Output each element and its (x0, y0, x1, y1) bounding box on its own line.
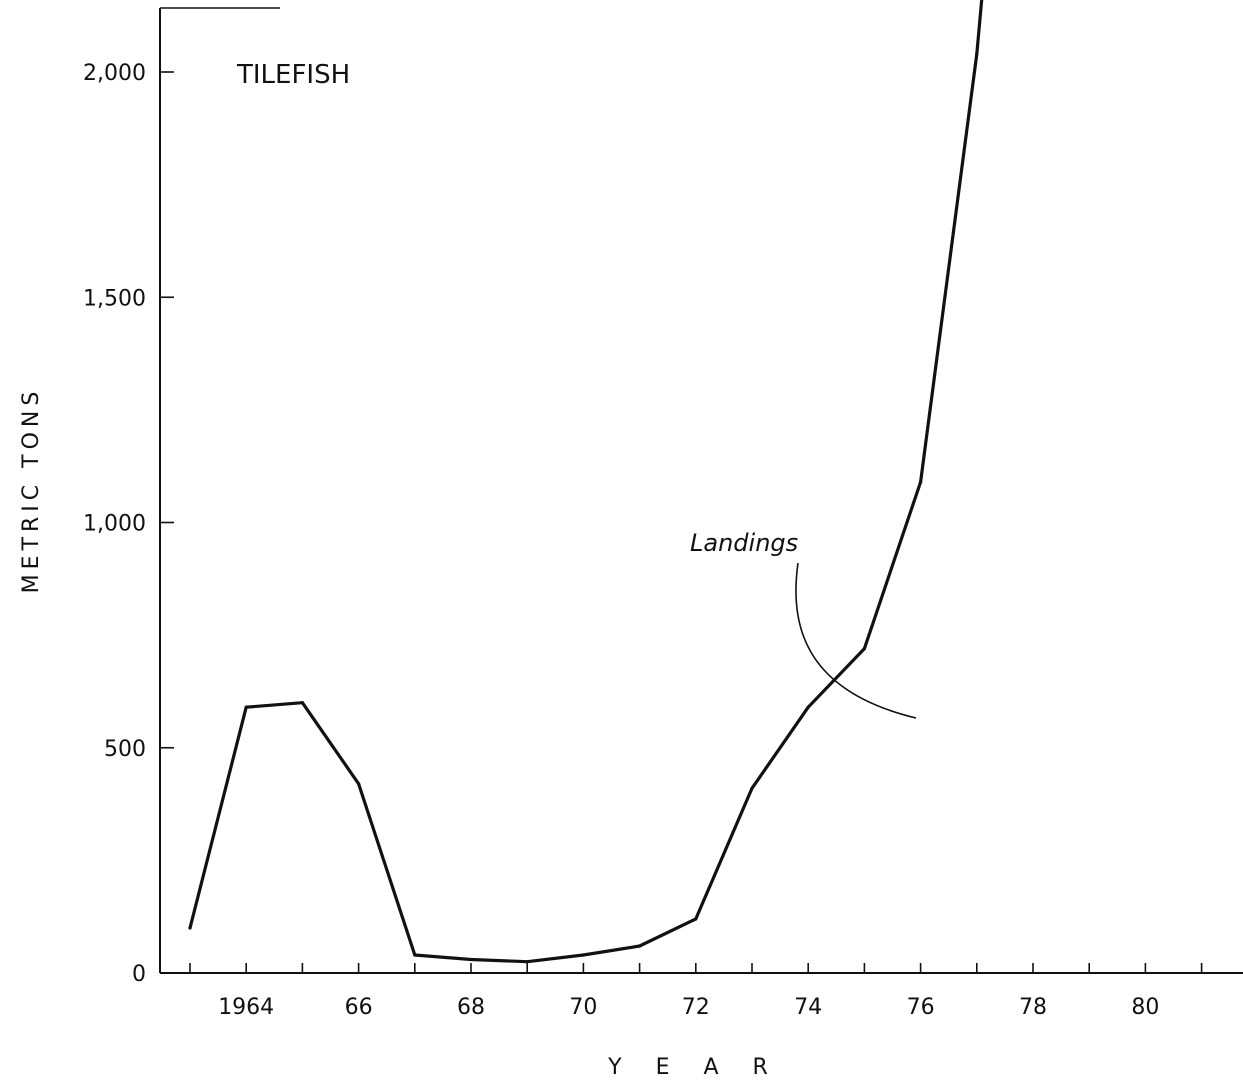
data-point (975, 52, 979, 56)
x-tick-label: 76 (907, 995, 935, 1020)
x-tick-label: 72 (682, 995, 710, 1020)
data-point (694, 917, 698, 921)
series-group (188, 0, 984, 964)
y-tick-label: 0 (132, 962, 146, 987)
data-point (581, 953, 586, 957)
data-point (469, 957, 473, 962)
chart-axes (159, 7, 1243, 974)
chart-title: TILEFISH (236, 60, 350, 90)
annotation-landings: Landings (690, 529, 798, 557)
x-tick-label: 68 (457, 995, 485, 1020)
y-tick-label: 1,000 (83, 512, 146, 537)
x-axis-title: YEAR (607, 1055, 802, 1080)
x-axis-ticks: 1964 66 68 70 72 74 76 78 80 (189, 963, 1203, 1020)
series-line-landings (188, 0, 984, 964)
annotation-arrow (795, 562, 917, 719)
x-tick-label: 80 (1131, 995, 1159, 1020)
data-point (525, 960, 529, 964)
data-point (413, 953, 417, 957)
data-point (919, 480, 923, 484)
data-point (300, 701, 304, 705)
data-point (638, 944, 642, 948)
x-tick-label: 74 (794, 995, 822, 1020)
y-axis-title: METRIC TONS (19, 387, 44, 594)
data-point (750, 786, 754, 790)
y-tick-label: 1,500 (83, 286, 146, 311)
x-tick-label: 78 (1019, 995, 1047, 1020)
y-tick-label: 2,000 (83, 61, 146, 86)
data-point (244, 705, 248, 709)
x-tick-label: 1964 (218, 995, 274, 1020)
data-point (806, 705, 810, 709)
y-tick-label: 500 (104, 737, 146, 762)
x-tick-label: 70 (569, 995, 597, 1020)
data-point (862, 647, 867, 651)
x-tick-label: 66 (345, 995, 373, 1020)
data-point (357, 782, 361, 786)
data-point (188, 926, 192, 930)
